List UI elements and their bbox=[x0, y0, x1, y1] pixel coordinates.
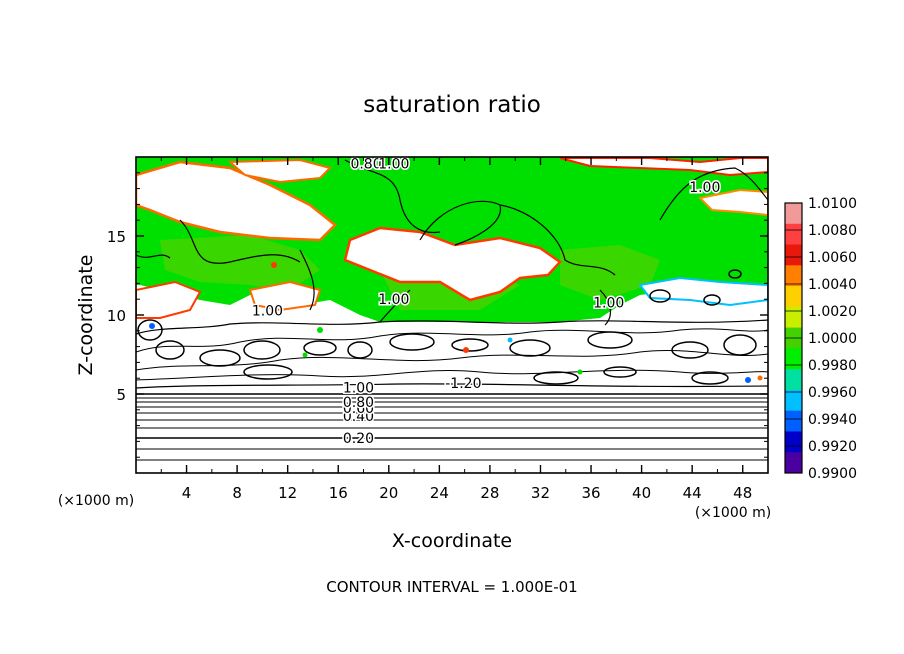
cloud-void bbox=[136, 160, 337, 242]
colorbar-label: 1.0100 bbox=[808, 196, 857, 212]
x-tick-label: 24 bbox=[430, 484, 449, 502]
contour-label: 1.00 bbox=[689, 180, 720, 196]
x-tick-label: 16 bbox=[329, 484, 348, 502]
y-tick-label: 15 bbox=[107, 228, 126, 246]
light-green-patch bbox=[560, 245, 660, 300]
contour-label: -1.20 bbox=[445, 376, 481, 392]
contour-label: 0.80 bbox=[350, 156, 381, 172]
colorbar-label: 1.0000 bbox=[808, 331, 857, 347]
colorbar-label: 1.0080 bbox=[808, 223, 857, 239]
plot-area bbox=[136, 157, 768, 473]
cloud-void bbox=[227, 158, 332, 184]
chart-title: saturation ratio bbox=[363, 92, 541, 118]
x-axis: 4 8 12 16 20 24 28 32 36 40 44 48 bbox=[160, 157, 752, 502]
x-tick-label: 40 bbox=[632, 484, 651, 502]
colorbar-swatch bbox=[785, 244, 802, 266]
cloud-void bbox=[248, 280, 322, 312]
contour-label: 1.00 bbox=[252, 303, 283, 319]
x-tick-label: 28 bbox=[480, 484, 499, 502]
contour-label: 0.20 bbox=[343, 431, 374, 447]
y-axis-title: Z-coordinate bbox=[75, 255, 97, 376]
contour-label: 0.80 bbox=[343, 395, 374, 411]
x-tick-label: 36 bbox=[581, 484, 600, 502]
x-unit-label-right: (×1000 m) bbox=[695, 505, 771, 521]
colorbar-label: 1.0040 bbox=[808, 277, 857, 293]
colorbar-swatch bbox=[785, 286, 802, 308]
x-tick-label: 44 bbox=[683, 484, 702, 502]
colorbar-label: 1.0060 bbox=[808, 250, 857, 266]
x-unit-label: (×1000 m) bbox=[58, 493, 134, 509]
colorbar-label: 0.9900 bbox=[808, 466, 857, 482]
colorbar-label: 0.9940 bbox=[808, 412, 857, 428]
colorbar-swatch bbox=[785, 306, 802, 329]
x-tick-label: 20 bbox=[379, 484, 398, 502]
y-tick-label: 5 bbox=[116, 386, 126, 404]
cloud-void bbox=[136, 280, 202, 319]
contour-label: 1.00 bbox=[343, 381, 374, 397]
contour-label: 1.00 bbox=[378, 156, 409, 172]
lower-contours bbox=[136, 319, 768, 461]
upper-contours bbox=[136, 159, 768, 326]
light-green-patch bbox=[160, 235, 320, 290]
cloud-void bbox=[697, 188, 768, 217]
x-tick-label: 4 bbox=[182, 484, 192, 502]
colorbar-swatch bbox=[785, 203, 802, 225]
colorbar-label: 1.0020 bbox=[808, 304, 857, 320]
colorbar-swatch bbox=[785, 369, 802, 391]
contour-label: 1.00 bbox=[593, 295, 624, 311]
colorbar-swatch bbox=[785, 265, 802, 287]
colorbar: 1.0100 1.0080 1.0060 1.0040 1.0020 1.0000 0.99… bbox=[784, 196, 857, 482]
contour-label: 0.40 bbox=[343, 409, 374, 425]
colorbar-swatch bbox=[785, 431, 802, 453]
contour-interval-note: CONTOUR INTERVAL = 1.000E-01 bbox=[326, 578, 577, 596]
colorbar-swatch bbox=[785, 452, 802, 474]
x-axis-title: X-coordinate bbox=[392, 530, 512, 552]
colorbar-label: 0.9960 bbox=[808, 385, 857, 401]
cloud-void bbox=[343, 226, 562, 302]
colorbar-swatch bbox=[785, 410, 802, 432]
contour-cells bbox=[137, 269, 757, 385]
colorbar-swatch bbox=[785, 348, 802, 370]
contour-label: 1.00 bbox=[378, 292, 409, 308]
colorbar-label: 0.9980 bbox=[808, 358, 857, 374]
y-axis: 5 10 15 bbox=[107, 172, 768, 458]
x-tick-label: 12 bbox=[278, 484, 297, 502]
contour-labels: 0.200.400.600.801.00 -1.201.001.00 1.001.0… bbox=[250, 155, 722, 449]
y-tick-label: 10 bbox=[107, 307, 126, 325]
x-tick-label: 8 bbox=[232, 484, 242, 502]
contour-label: 0.60 bbox=[343, 401, 374, 417]
colorbar-swatch bbox=[785, 223, 802, 246]
colorbar-swatch bbox=[785, 389, 802, 412]
x-tick-label: 32 bbox=[531, 484, 550, 502]
color-specks bbox=[149, 262, 763, 383]
x-tick-label: 48 bbox=[733, 484, 752, 502]
cloud-void bbox=[638, 276, 768, 307]
colorbar-label: 0.9920 bbox=[808, 439, 857, 455]
